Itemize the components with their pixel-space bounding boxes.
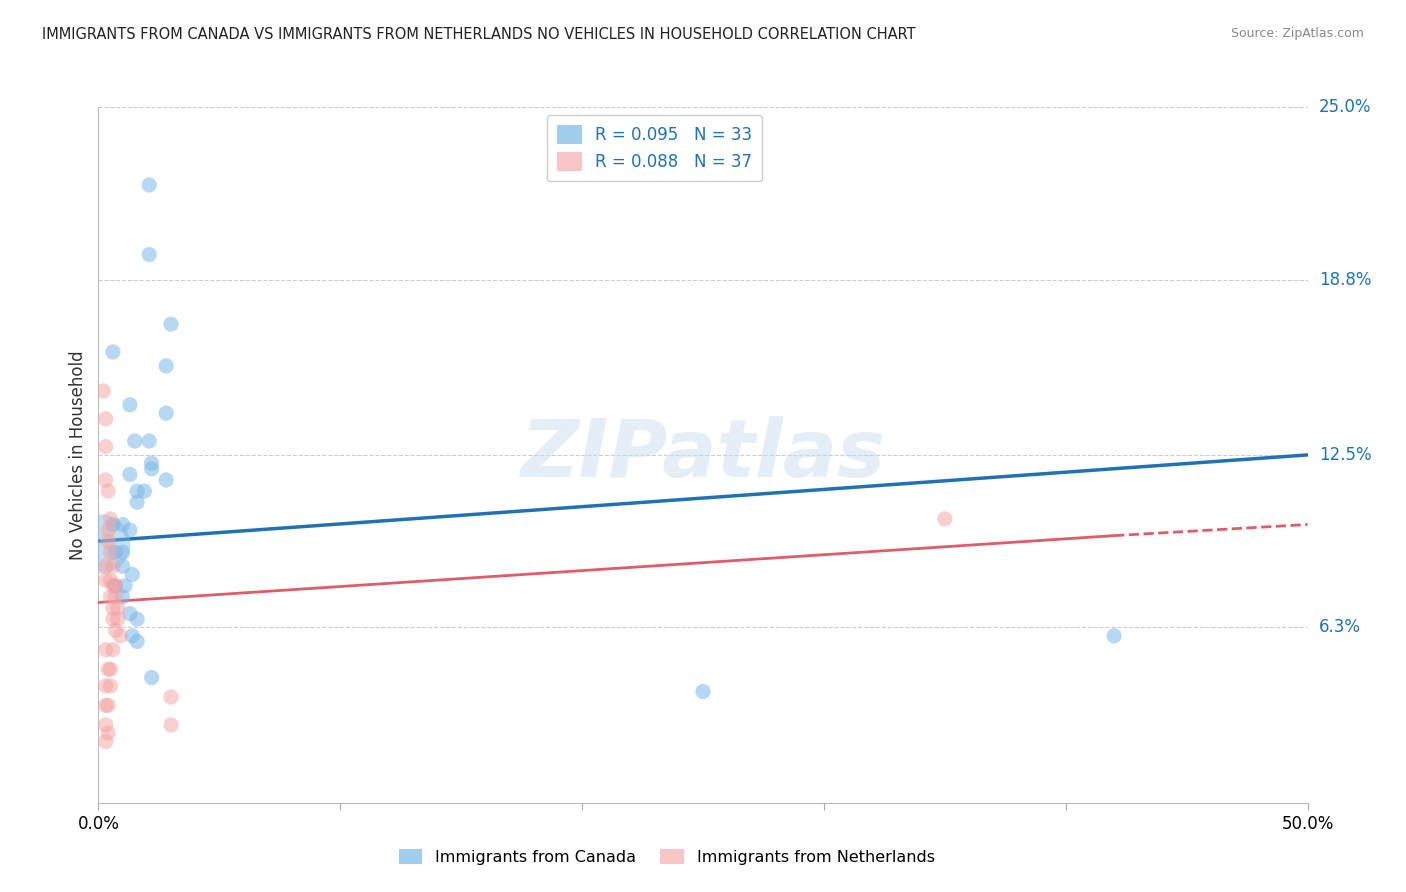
- Point: [111, 517, 134, 532]
- Point: [118, 467, 141, 482]
- Point: [104, 579, 127, 593]
- Point: [100, 662, 122, 676]
- Point: [111, 545, 134, 559]
- Point: [101, 559, 124, 574]
- Point: [1102, 629, 1125, 643]
- Point: [138, 178, 160, 192]
- Point: [155, 359, 177, 373]
- Point: [111, 590, 134, 604]
- Point: [108, 629, 131, 643]
- Point: [121, 629, 143, 643]
- Text: IMMIGRANTS FROM CANADA VS IMMIGRANTS FROM NETHERLANDS NO VEHICLES IN HOUSEHOLD C: IMMIGRANTS FROM CANADA VS IMMIGRANTS FRO…: [42, 27, 915, 42]
- Point: [127, 495, 149, 509]
- Point: [141, 671, 163, 685]
- Point: [104, 590, 127, 604]
- Point: [100, 590, 122, 604]
- Point: [101, 601, 124, 615]
- Point: [104, 545, 127, 559]
- Point: [127, 484, 149, 499]
- Point: [97, 523, 120, 537]
- Point: [934, 512, 956, 526]
- Point: [94, 718, 117, 732]
- Point: [94, 573, 117, 587]
- Point: [127, 612, 149, 626]
- Point: [94, 559, 117, 574]
- Point: [692, 684, 714, 698]
- Point: [91, 384, 114, 398]
- Point: [134, 484, 156, 499]
- Point: [97, 534, 120, 549]
- Point: [94, 698, 117, 713]
- Point: [94, 679, 117, 693]
- Point: [118, 607, 141, 621]
- Point: [160, 718, 183, 732]
- Point: [141, 456, 163, 470]
- Point: [155, 473, 177, 487]
- Point: [104, 624, 127, 638]
- Point: [107, 601, 129, 615]
- Point: [155, 406, 177, 420]
- Point: [138, 434, 160, 448]
- Text: 25.0%: 25.0%: [1319, 98, 1371, 116]
- Point: [97, 698, 120, 713]
- Point: [94, 411, 117, 425]
- Point: [97, 484, 120, 499]
- Point: [101, 579, 124, 593]
- Point: [160, 317, 183, 331]
- Point: [124, 434, 146, 448]
- Point: [101, 612, 124, 626]
- Point: [160, 690, 183, 704]
- Point: [101, 517, 124, 532]
- Point: [94, 473, 117, 487]
- Text: ZIPatlas: ZIPatlas: [520, 416, 886, 494]
- Text: 12.5%: 12.5%: [1319, 446, 1371, 464]
- Point: [100, 573, 122, 587]
- Point: [97, 662, 120, 676]
- Point: [100, 512, 122, 526]
- Text: 18.8%: 18.8%: [1319, 270, 1371, 289]
- Text: Source: ZipAtlas.com: Source: ZipAtlas.com: [1230, 27, 1364, 40]
- Y-axis label: No Vehicles in Household: No Vehicles in Household: [69, 350, 87, 560]
- Point: [107, 612, 129, 626]
- Point: [97, 726, 120, 740]
- Point: [94, 642, 117, 657]
- Point: [118, 398, 141, 412]
- Point: [114, 579, 136, 593]
- Point: [90, 537, 112, 551]
- Point: [138, 247, 160, 261]
- Point: [94, 440, 117, 454]
- Legend: Immigrants from Canada, Immigrants from Netherlands: Immigrants from Canada, Immigrants from …: [392, 842, 942, 871]
- Point: [100, 545, 122, 559]
- Point: [101, 345, 124, 359]
- Point: [94, 734, 117, 748]
- Text: 6.3%: 6.3%: [1319, 618, 1361, 637]
- Point: [111, 559, 134, 574]
- Point: [127, 634, 149, 648]
- Point: [101, 642, 124, 657]
- Point: [118, 523, 141, 537]
- Point: [104, 579, 127, 593]
- Point: [141, 462, 163, 476]
- Point: [100, 679, 122, 693]
- Point: [121, 567, 143, 582]
